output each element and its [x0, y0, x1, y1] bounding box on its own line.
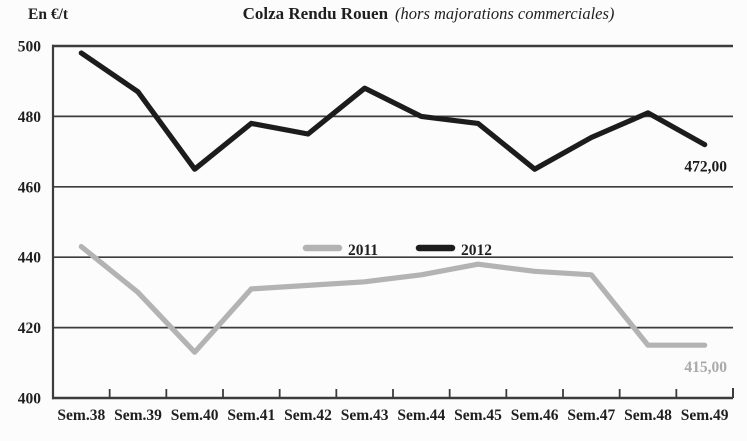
x-tick-label: Sem.41 [227, 407, 275, 424]
chart-title: Colza Rendu Rouen (hors majorations comme… [110, 4, 747, 24]
y-axis-unit-label: En €/t [28, 6, 69, 23]
x-tick-label: Sem.49 [681, 407, 729, 424]
x-tick-label: Sem.40 [171, 407, 219, 424]
chart-title-main: Colza Rendu Rouen [242, 4, 389, 23]
x-tick-label: Sem.39 [114, 407, 162, 424]
y-tick-label: 420 [18, 320, 42, 337]
y-tick-label: 500 [18, 39, 42, 56]
x-tick-label: Sem.45 [454, 407, 502, 424]
x-tick-label: Sem.43 [341, 407, 389, 424]
y-tick-label: 460 [18, 179, 42, 196]
x-tick-label: Sem.47 [567, 407, 615, 424]
legend-label-2012: 2012 [461, 242, 492, 259]
legend-label-2011: 2011 [348, 242, 378, 259]
y-tick-label: 440 [18, 250, 42, 267]
y-tick-label: 400 [18, 391, 42, 408]
x-tick-label: Sem.38 [57, 407, 105, 424]
chart-title-subtitle: (hors majorations commerciales) [395, 4, 615, 23]
y-tick-label: 480 [18, 109, 42, 126]
series-line-2012 [78, 50, 708, 172]
x-tick-label: Sem.44 [397, 407, 445, 424]
x-tick-label: Sem.48 [624, 407, 672, 424]
data-label-2012: 472,00 [684, 159, 727, 176]
series-line-2011 [78, 244, 708, 355]
data-label-2011: 415,00 [684, 359, 727, 376]
x-tick-label: Sem.46 [511, 407, 559, 424]
x-tick-label: Sem.42 [284, 407, 332, 424]
